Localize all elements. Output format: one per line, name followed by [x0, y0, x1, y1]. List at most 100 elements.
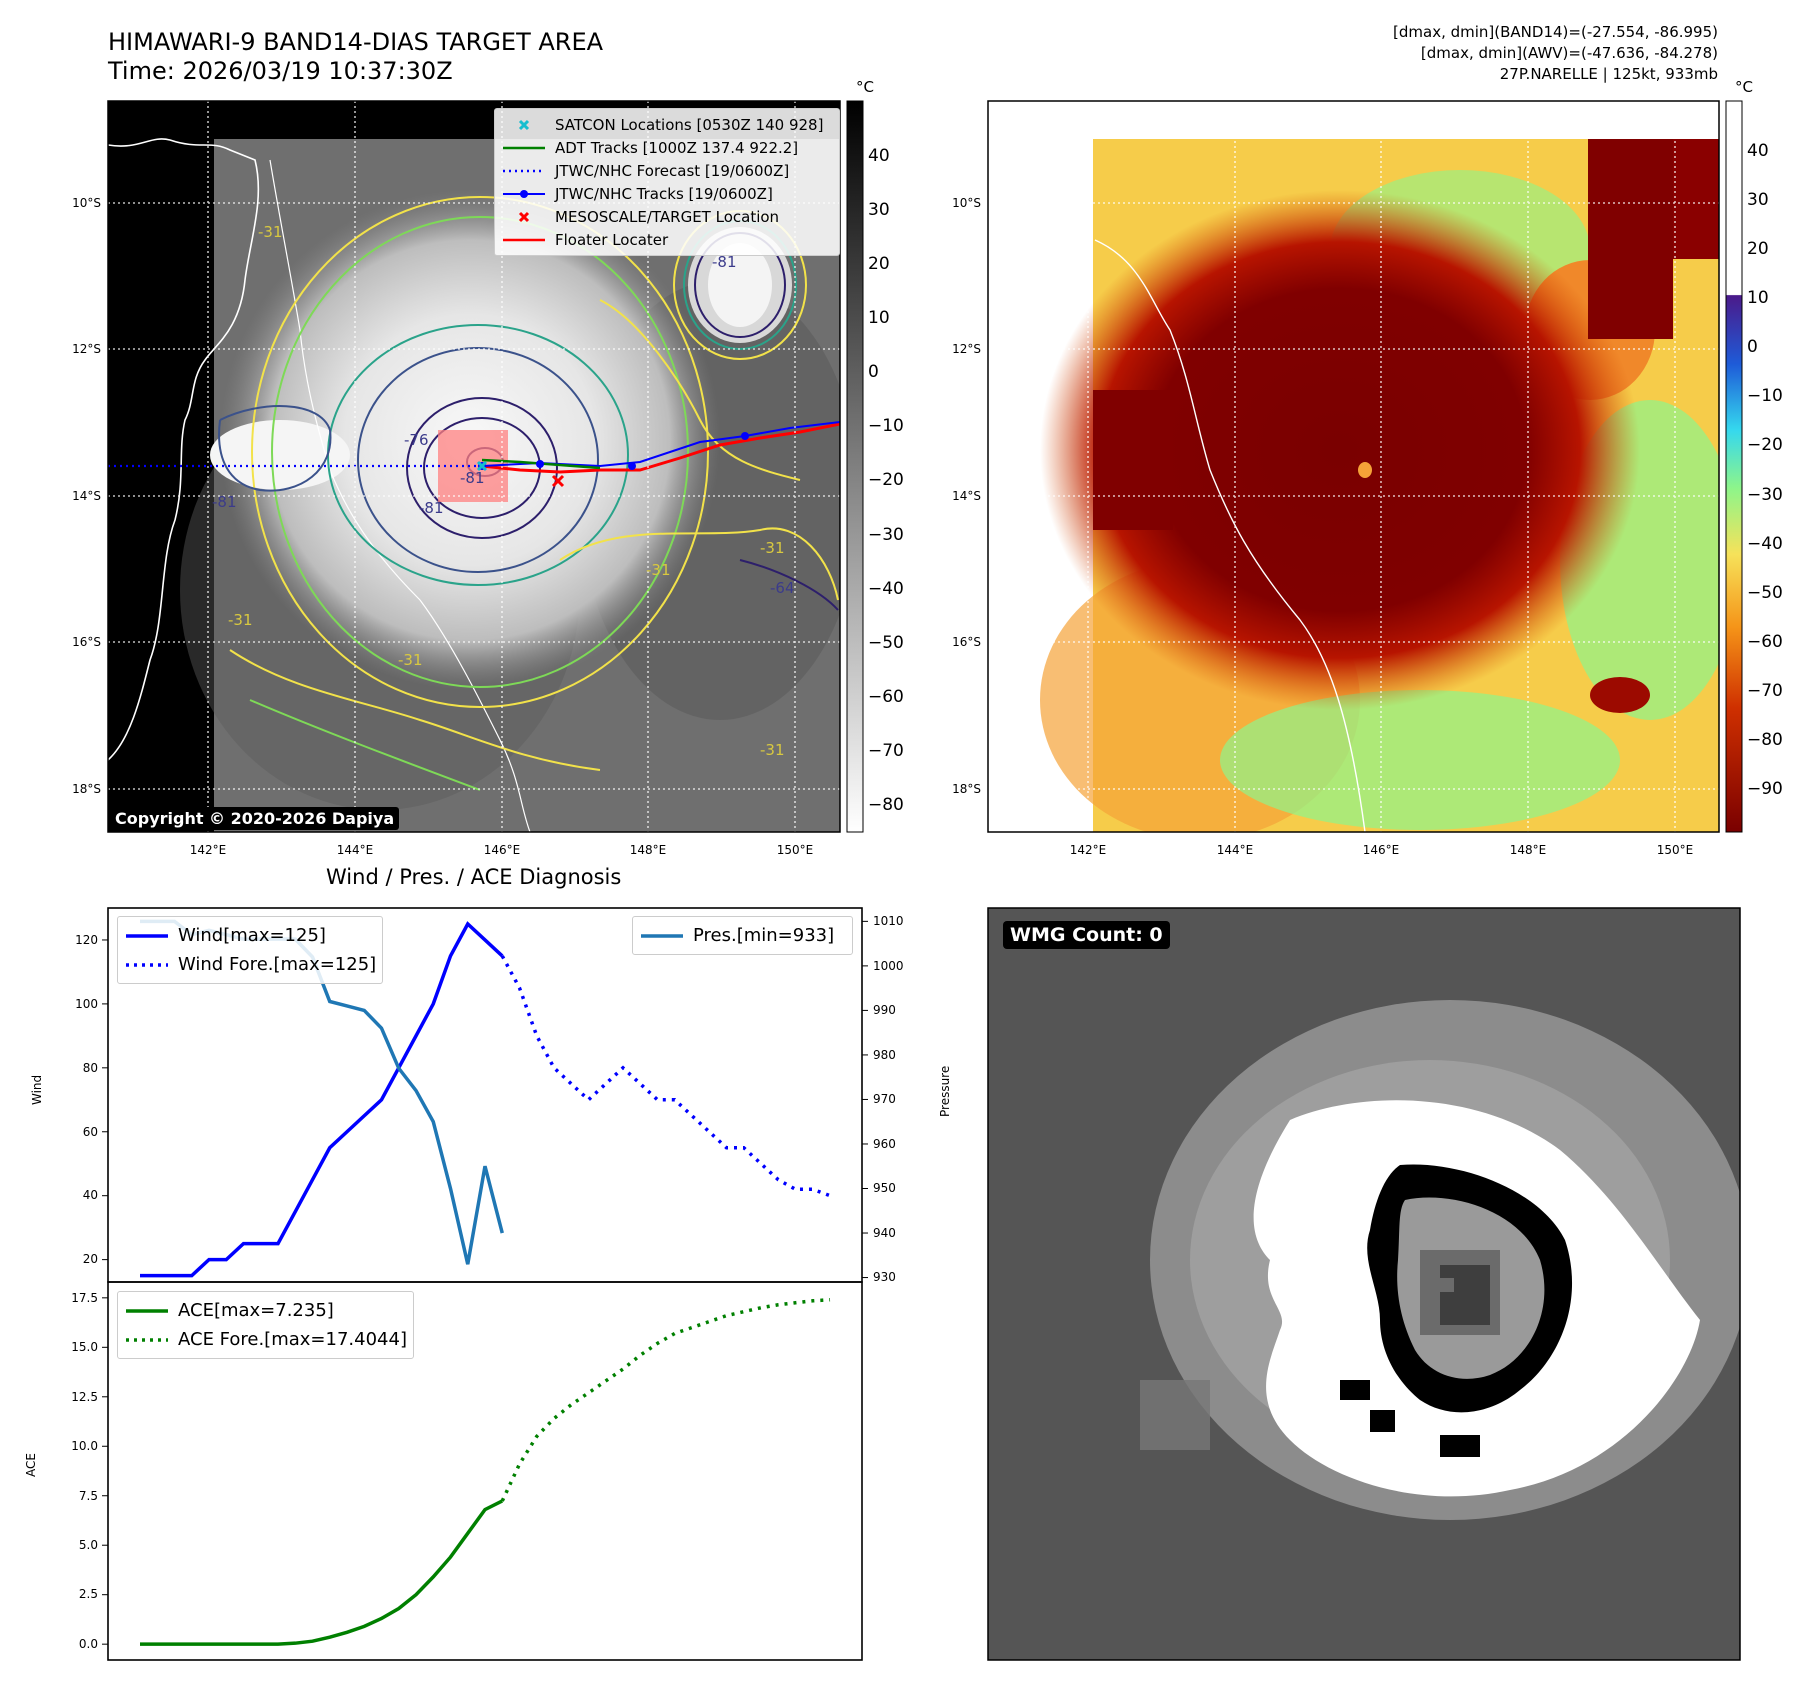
- legend-jtwc-tracks-label: JTWC/NHC Tracks [19/0600Z]: [555, 184, 773, 203]
- ace-ytick-label: 10.0: [71, 1439, 98, 1454]
- legend-pres: Pres.[min=933]: [639, 921, 846, 950]
- map-lat-tick-label: 14°S: [72, 488, 101, 503]
- pressure-ytick-label: 1000: [873, 958, 904, 973]
- band14-colorbar-tick: −60: [868, 686, 904, 707]
- legend-ace: ACE[max=7.235]: [124, 1296, 407, 1325]
- wind-ytick-label: 80: [82, 1060, 98, 1075]
- contour-value-label: -81: [712, 253, 737, 271]
- red-line-icon: [501, 233, 547, 247]
- pressure-ytick-label: 930: [873, 1270, 896, 1285]
- contour-value-label: -81: [212, 493, 237, 511]
- awv-colorbar-tick: 0: [1747, 337, 1758, 358]
- band14-colorbar-tick: −80: [868, 795, 904, 815]
- map-lon-tick-label: 150°E: [776, 842, 814, 857]
- contour-value-label: -31: [646, 561, 671, 579]
- wind-legend: Wind[max=125] Wind Fore.[max=125]: [117, 916, 384, 984]
- legend-satcon: SATCON Locations [0530Z 140 928]: [501, 113, 833, 136]
- pressure-ytick-label: 940: [873, 1225, 896, 1240]
- pressure-axis-label: Pressure: [938, 1065, 952, 1117]
- ace-legend: ACE[max=7.235] ACE Fore.[max=17.4044]: [117, 1291, 414, 1359]
- awv-lat-tick-label: 16°S: [952, 634, 981, 649]
- awv-colorbar-tick: −90: [1747, 779, 1783, 800]
- contour-value-label: -31: [760, 741, 785, 759]
- awv-lat-tick-label: 18°S: [952, 781, 981, 796]
- contour-value-label: -31: [258, 223, 283, 241]
- awv-range-info: [dmax, dmin](AWV)=(-47.636, -84.278): [1420, 44, 1718, 62]
- green-dotted-line-icon: [124, 1333, 170, 1347]
- awv-lat-tick-label: 14°S: [952, 488, 981, 503]
- awv-colorbar-tick: −10: [1747, 386, 1783, 407]
- awv-lon-tick-label: 144°E: [1216, 842, 1254, 857]
- band14-colorbar: [846, 100, 864, 833]
- ace-ytick-label: 0.0: [78, 1636, 98, 1651]
- legend-target: MESOSCALE/TARGET Location: [501, 205, 833, 228]
- ace-axes: [107, 1281, 863, 1661]
- band14-colorbar-tick: 40: [868, 145, 890, 166]
- legend-jtwc-forecast: JTWC/NHC Forecast [19/0600Z]: [501, 159, 833, 182]
- pressure-ytick-label: 990: [873, 1003, 896, 1018]
- band14-colorbar-tick: −70: [868, 740, 904, 761]
- legend-satcon-label: SATCON Locations [0530Z 140 928]: [555, 115, 824, 134]
- band14-colorbar-tick: −40: [868, 578, 904, 599]
- contour-value-label: -81: [419, 499, 444, 517]
- band14-colorbar-unit: °C: [856, 78, 874, 96]
- awv-colorbar-tick: 10: [1747, 288, 1769, 309]
- legend-jtwc-tracks: JTWC/NHC Tracks [19/0600Z]: [501, 182, 833, 205]
- floater-track-line: [481, 422, 840, 474]
- ace-ytick-label: 15.0: [71, 1340, 98, 1355]
- pressure-ytick-label: 950: [873, 1181, 896, 1196]
- blue-line-icon: [124, 929, 170, 943]
- copyright-label: Copyright © 2020-2026 Dapiya: [110, 807, 400, 830]
- awv-lat-tick-label: 10°S: [952, 195, 981, 210]
- legend-adt-label: ADT Tracks [1000Z 137.4 922.2]: [555, 138, 799, 157]
- band14-colorbar-tick: 10: [868, 308, 890, 329]
- awv-colorbar-tick: 40: [1747, 140, 1769, 161]
- map-lat-tick-label: 18°S: [72, 781, 101, 796]
- pressure-ytick-label: 960: [873, 1136, 896, 1151]
- legend-target-label: MESOSCALE/TARGET Location: [555, 207, 780, 226]
- legend-wind-label: Wind[max=125]: [178, 925, 326, 946]
- legend-wind-fore: Wind Fore.[max=125]: [124, 950, 376, 979]
- contour-value-label: -31: [398, 651, 423, 669]
- contour-value-label: -81: [460, 469, 485, 487]
- wind-ytick-label: 100: [75, 996, 98, 1011]
- ace-ytick-label: 5.0: [78, 1538, 98, 1552]
- ace-ytick-label: 2.5: [78, 1587, 98, 1602]
- ace-axis-label: ACE: [24, 1452, 38, 1477]
- map-lon-tick-label: 142°E: [189, 842, 227, 857]
- awv-lon-tick-label: 146°E: [1362, 842, 1400, 857]
- blue-dotted-line-icon: [124, 958, 170, 972]
- wind-axis-label: Wind: [30, 1074, 44, 1105]
- wind-ytick-label: 60: [82, 1124, 98, 1139]
- legend-ace-fore: ACE Fore.[max=17.4044]: [124, 1325, 407, 1354]
- wind-ytick-label: 120: [75, 932, 98, 947]
- awv-lon-tick-label: 150°E: [1656, 842, 1694, 857]
- band14-colorbar-tick: −20: [868, 470, 904, 491]
- contour-value-label: -31: [228, 611, 253, 629]
- target-location-marker: [551, 474, 565, 488]
- red-x-marker-icon: [501, 210, 547, 224]
- green-line-icon: [124, 1304, 170, 1318]
- storm-info: 27P.NARELLE | 125kt, 933mb: [1499, 65, 1718, 83]
- contour-value-label: -64: [770, 579, 795, 597]
- blue-dotted-line-icon: [501, 164, 547, 178]
- legend-floater-label: Floater Locater: [555, 230, 669, 249]
- band14-colorbar-tick: −50: [868, 632, 904, 653]
- awv-map-panel: [988, 101, 1719, 832]
- legend-ace-label: ACE[max=7.235]: [178, 1300, 334, 1321]
- wind-series-1: [500, 955, 831, 1198]
- awv-colorbar-tick: −80: [1747, 730, 1783, 750]
- legend-jtwc-forecast-label: JTWC/NHC Forecast [19/0600Z]: [555, 161, 790, 180]
- map-lat-tick-label: 10°S: [72, 195, 101, 210]
- ace-ytick-label: 17.5: [71, 1290, 98, 1305]
- wind-ytick-label: 20: [82, 1252, 98, 1267]
- band14-colorbar-tick: 20: [868, 254, 890, 274]
- awv-colorbar-unit: °C: [1735, 78, 1753, 96]
- steelblue-line-icon: [639, 929, 685, 943]
- legend-pres-label: Pres.[min=933]: [693, 925, 835, 946]
- band14-colorbar-tick: −30: [868, 524, 904, 545]
- pressure-ytick-label: 1010: [873, 914, 904, 929]
- map-lat-tick-label: 16°S: [72, 634, 101, 649]
- legend-wind: Wind[max=125]: [124, 921, 376, 950]
- band14-range-info: [dmax, dmin](BAND14)=(-27.554, -86.995): [1393, 23, 1718, 41]
